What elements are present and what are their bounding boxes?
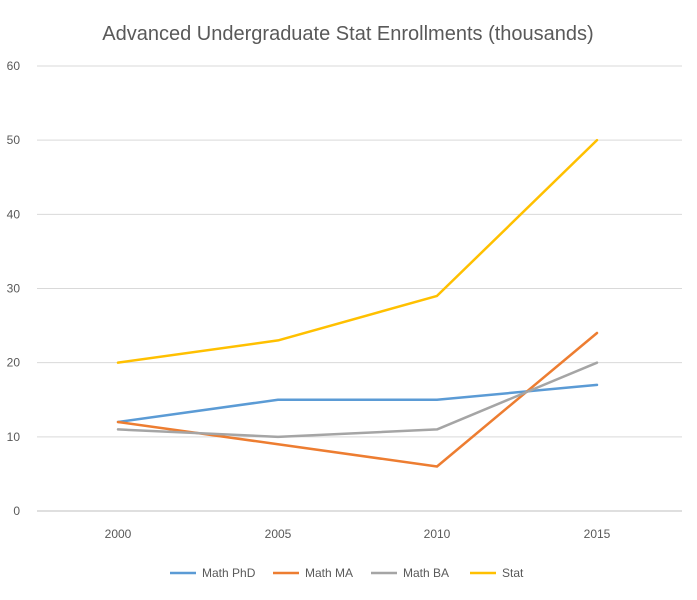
x-tick-label: 2010 (424, 527, 451, 541)
x-tick-label: 2000 (105, 527, 132, 541)
legend-label: Math MA (305, 566, 353, 580)
legend-item: Stat (470, 566, 524, 580)
y-tick-label: 50 (7, 133, 21, 147)
x-axis-ticks: 2000 2005 2010 2015 (105, 527, 611, 541)
y-tick-label: 20 (7, 356, 21, 370)
y-tick-label: 0 (13, 504, 20, 518)
legend-item: Math PhD (170, 566, 256, 580)
series-line-math-ba (116, 361, 599, 439)
y-tick-label: 10 (7, 430, 21, 444)
y-tick-label: 40 (7, 207, 21, 221)
legend-label: Math BA (403, 566, 449, 580)
x-tick-label: 2005 (265, 527, 292, 541)
x-tick-label: 2015 (584, 527, 611, 541)
legend-item: Math BA (371, 566, 449, 580)
gridlines (37, 65, 682, 512)
series-line-math-phd (116, 383, 599, 424)
chart-title: Advanced Undergraduate Stat Enrollments … (102, 23, 593, 45)
y-tick-label: 30 (7, 282, 21, 296)
legend-label: Stat (502, 566, 524, 580)
y-axis-ticks: 0 10 20 30 40 50 60 (7, 59, 21, 518)
series-lines (116, 138, 599, 468)
legend-item: Math MA (273, 566, 353, 580)
legend-label: Math PhD (202, 566, 256, 580)
legend: Math PhD Math MA Math BA Stat (170, 566, 524, 580)
series-line-stat (116, 138, 599, 364)
y-tick-label: 60 (7, 59, 21, 73)
